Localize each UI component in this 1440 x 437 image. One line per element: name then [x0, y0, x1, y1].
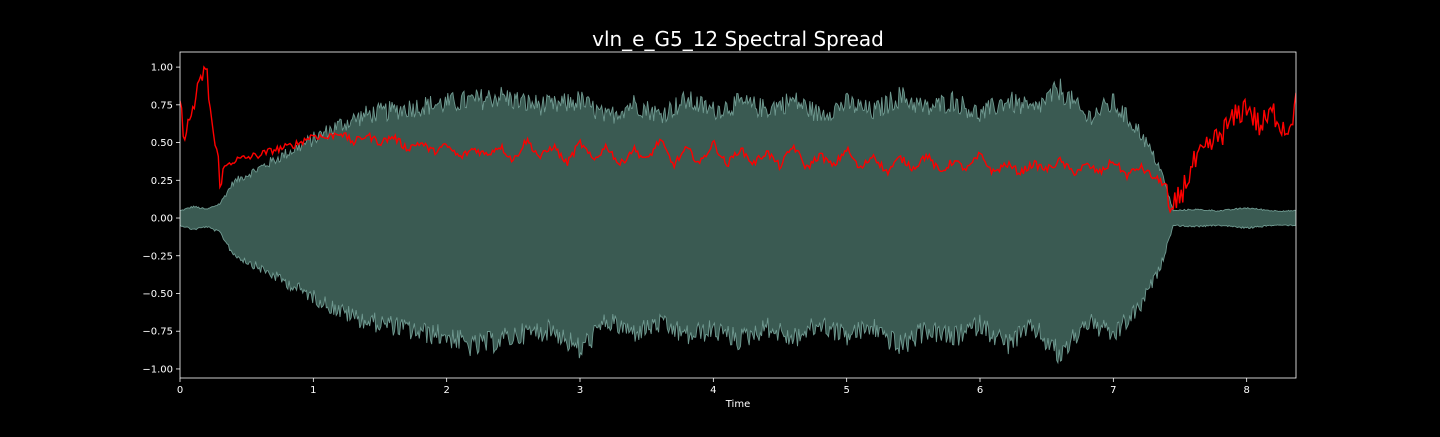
- x-tick-label: 0: [177, 385, 183, 396]
- y-tick-label: 0.25: [151, 176, 173, 187]
- x-tick-label: 2: [443, 385, 449, 396]
- axes-frame: [179, 51, 1297, 379]
- x-tick-label: 8: [1243, 385, 1249, 396]
- x-tick-label: 5: [843, 385, 849, 396]
- y-tick-label: −0.25: [142, 251, 173, 262]
- x-tick-label: 3: [577, 385, 583, 396]
- y-tick-label: −0.50: [142, 289, 173, 300]
- x-tick-label: 7: [1110, 385, 1116, 396]
- y-tick-label: −0.75: [142, 327, 173, 338]
- y-tick-label: 0.75: [151, 100, 173, 111]
- x-tick-label: 1: [310, 385, 316, 396]
- x-tick-label: 4: [710, 385, 716, 396]
- y-tick-label: 0.00: [151, 214, 173, 225]
- x-tick-label: 6: [977, 385, 983, 396]
- x-axis: 0 1 2 3 4 5 6 7 8: [177, 378, 1250, 396]
- y-tick-label: 0.50: [151, 138, 173, 149]
- spectral-spread-line: [180, 65, 1296, 214]
- waveform-envelope: [180, 78, 1296, 365]
- y-tick-label: −1.00: [142, 364, 173, 375]
- chart-title: vln_e_G5_12 Spectral Spread: [592, 27, 884, 51]
- x-axis-label: Time: [725, 399, 750, 410]
- plot-area: [180, 65, 1296, 365]
- y-tick-label: 1.00: [151, 63, 173, 74]
- y-axis: 1.00 0.75 0.50 0.25 0.00 −0.25 −0.50 −0.75 −1.00: [142, 63, 180, 375]
